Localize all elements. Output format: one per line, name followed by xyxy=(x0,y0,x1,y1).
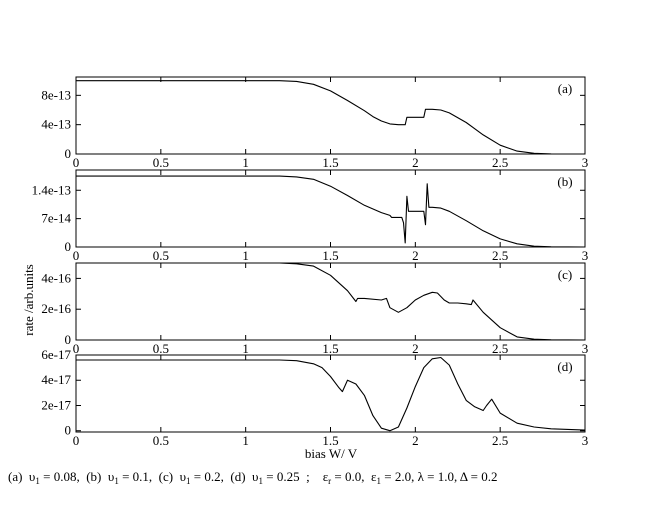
plot-frame xyxy=(75,262,586,341)
caption-eps-r-value: = 0.0, xyxy=(331,469,372,484)
y-tick-label: 1.4e-13 xyxy=(32,182,71,197)
y-tick-label: 2e-16 xyxy=(41,301,71,316)
x-tick-label: 2.5 xyxy=(492,433,508,448)
panel-label: (a) xyxy=(558,81,572,96)
caption-d: (d) υ xyxy=(230,469,259,484)
caption-b-value: = 0.1, xyxy=(118,469,159,484)
x-axis-label: bias W/ V xyxy=(305,446,358,461)
caption-sub-1: 1 xyxy=(114,476,119,486)
series-line xyxy=(76,262,586,341)
x-tick-label: 0 xyxy=(73,341,80,356)
y-tick-label: 0 xyxy=(65,423,72,438)
x-tick-label: 1.5 xyxy=(322,341,338,356)
y-tick-label: 0 xyxy=(65,146,72,161)
y-axis-label: rate /arb.units xyxy=(21,264,36,335)
x-tick-label: 1 xyxy=(242,341,249,356)
caption-sub-1: 1 xyxy=(376,476,381,486)
caption-d-value: = 0.25 ; xyxy=(263,469,323,484)
x-tick-label: 3 xyxy=(582,341,589,356)
y-tick-label: 0 xyxy=(65,239,72,254)
y-tick-label: 4e-16 xyxy=(41,270,71,285)
x-tick-label: 3 xyxy=(582,155,589,170)
caption-sub-1: 1 xyxy=(258,476,264,486)
x-tick-label: 1.5 xyxy=(322,155,338,170)
caption-eps-1: ε xyxy=(371,469,377,484)
plot-frame xyxy=(75,169,586,248)
x-tick-label: 2 xyxy=(412,433,419,448)
x-tick-label: 1 xyxy=(242,433,249,448)
y-tick-label: 4e-17 xyxy=(41,372,71,387)
x-tick-label: 0 xyxy=(73,155,80,170)
x-tick-label: 2 xyxy=(412,248,419,263)
x-tick-label: 0.5 xyxy=(153,433,169,448)
caption-a-value: = 0.08, xyxy=(39,469,87,484)
x-tick-label: 3 xyxy=(582,433,589,448)
panel-d: 0 0.5 1 1.5 2 2.5 3 0 2e-17 4e-17 6e-17 (d) xyxy=(41,347,588,448)
panel-label: (c) xyxy=(558,267,572,282)
caption-c: (c) υ xyxy=(158,469,187,484)
figure: 0 0.5 1 1.5 2 2.5 3 0 4e-13 8e-13 (a) 0 0.5 1 1.5 2 2.5 3… xyxy=(21,76,589,461)
y-tick-label: 7e-14 xyxy=(41,211,71,226)
x-tick-label: 2 xyxy=(412,155,419,170)
plot-frame xyxy=(75,76,586,155)
x-tick-label: 2 xyxy=(412,341,419,356)
x-tick-label: 2.5 xyxy=(492,341,508,356)
x-tick-label: 0.5 xyxy=(153,341,169,356)
panel-b: 0 0.5 1 1.5 2 2.5 3 0 7e-14 1.4e-13 (b) xyxy=(32,169,589,263)
x-tick-label: 0.5 xyxy=(153,248,169,263)
panel-label: (d) xyxy=(557,359,572,374)
caption-eps-r: ε xyxy=(322,469,329,484)
x-tick-label: 1.5 xyxy=(322,433,338,448)
x-tick-label: 1.5 xyxy=(322,248,338,263)
panel-a: 0 0.5 1 1.5 2 2.5 3 0 4e-13 8e-13 (a) xyxy=(41,76,589,170)
series-line xyxy=(76,175,586,248)
panel-c: 0 0.5 1 1.5 2 2.5 3 0 2e-16 4e-16 (c) xyxy=(41,262,589,356)
figure-caption: (a) υ1 = 0.08, (b) υ1 = 0.1, (c) υ1 = 0.… xyxy=(8,469,658,486)
panel-label: (b) xyxy=(557,174,572,189)
caption-sub-1: 1 xyxy=(186,476,191,486)
y-tick-label: 0 xyxy=(65,332,72,347)
x-tick-label: 3 xyxy=(582,248,589,263)
caption-sub-r: r xyxy=(328,476,332,486)
x-tick-label: 0 xyxy=(73,433,80,448)
caption-eps-1-value: = 2.0, λ = 1.0, Δ = 0.2 xyxy=(380,469,498,484)
y-tick-label: 6e-17 xyxy=(41,347,71,362)
x-tick-label: 0 xyxy=(73,248,80,263)
y-tick-label: 4e-13 xyxy=(41,117,71,132)
y-tick-label: 8e-13 xyxy=(41,87,71,102)
series-line xyxy=(76,80,586,155)
x-tick-label: 2.5 xyxy=(492,248,508,263)
x-tick-label: 0.5 xyxy=(153,155,169,170)
x-tick-label: 2.5 xyxy=(492,155,508,170)
x-tick-label: 1 xyxy=(242,248,249,263)
plot-frame xyxy=(75,354,586,433)
caption-c-value: = 0.2, xyxy=(190,469,231,484)
caption-sub-1: 1 xyxy=(35,476,40,486)
caption-a: (a) υ xyxy=(8,469,36,484)
caption-b: (b) υ xyxy=(86,469,115,484)
series-line xyxy=(76,356,586,432)
x-tick-label: 1 xyxy=(242,155,249,170)
y-tick-label: 2e-17 xyxy=(41,397,71,412)
